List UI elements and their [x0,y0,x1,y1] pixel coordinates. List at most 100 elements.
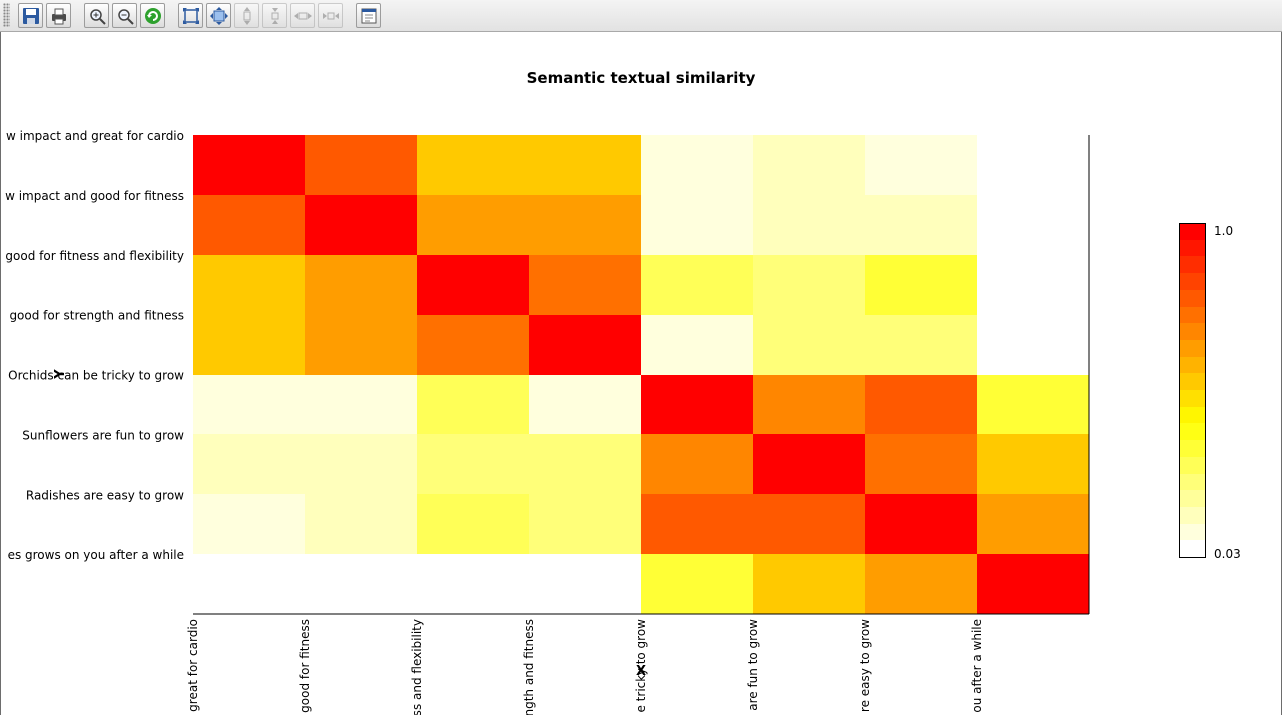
y-tick-label: Radishes are easy to grow [26,488,184,502]
y-tick-label: good for strength and fitness [9,309,184,323]
y-axis-label: Y [53,369,68,380]
heatmap-cells [193,135,1089,614]
heatmap-cell-r1-c5 [753,195,865,255]
heatmap-cell-r2-c0 [193,255,305,315]
toolbar-grip[interactable] [3,3,10,27]
heatmap-cell-r6-c7 [977,494,1089,554]
x-tick-label: e tricky to grow [634,619,648,713]
y-tick-labels: w impact and great for cardio w impact an… [5,129,184,562]
vertical-zoom-out-button[interactable] [262,3,287,28]
toolbar [0,0,1282,32]
legend-swatch [1179,524,1205,540]
save-icon [23,8,39,24]
heatmap-cell-r3-c4 [641,315,753,375]
heatmap-cell-r6-c2 [417,494,529,554]
heatmap-cell-r6-c6 [865,494,977,554]
heatmap-cell-r6-c4 [641,494,753,554]
reset-zoom-button[interactable] [140,3,165,28]
heatmap-cell-r7-c7 [977,554,1089,614]
chart-title: Semantic textual similarity [527,69,756,87]
heatmap-cell-r2-c6 [865,255,977,315]
zoom-out-button[interactable] [112,3,137,28]
heatmap-cell-r5-c5 [753,434,865,494]
y-tick-label: Orchids can be tricky to grow [8,369,184,383]
heatmap-cell-r1-c6 [865,195,977,255]
heatmap-cell-r1-c7 [977,195,1089,255]
y-tick-label: Sunflowers are fun to grow [22,428,184,442]
horizontal-zoom-out-button[interactable] [318,3,343,28]
legend-swatch [1179,256,1205,273]
heatmap-cell-r7-c1 [305,554,417,614]
heatmap-cell-r6-c3 [529,494,641,554]
legend-swatch [1179,240,1205,256]
heatmap-cell-r3-c0 [193,315,305,375]
print-icon [52,8,66,25]
heatmap-cell-r2-c3 [529,255,641,315]
heatmap-cell-r1-c2 [417,195,529,255]
heatmap-cell-r4-c4 [641,375,753,434]
print-button[interactable] [46,3,71,28]
heatmap-cell-r6-c1 [305,494,417,554]
horizontal-zoom-in-button[interactable] [290,3,315,28]
chart-properties-button[interactable] [356,3,381,28]
heatmap-cell-r1-c4 [641,195,753,255]
heatmap-cell-r0-c6 [865,135,977,195]
heatmap-cell-r2-c2 [417,255,529,315]
heatmap-cell-r2-c7 [977,255,1089,315]
fit-selection-button[interactable] [206,3,231,28]
zoom-out-icon [118,9,134,25]
heatmap-cell-r4-c2 [417,375,529,434]
vertical-zoom-in-icon [243,7,251,25]
heatmap-cell-r7-c3 [529,554,641,614]
zoom-in-icon [90,9,106,25]
heatmap-cell-r6-c0 [193,494,305,554]
legend-swatch [1179,407,1205,423]
heatmap-cell-r5-c1 [305,434,417,494]
legend-swatch [1179,273,1205,290]
x-tick-labels: great for cardio good for fitness ss and f… [186,619,984,715]
heatmap-cell-r2-c5 [753,255,865,315]
vertical-zoom-out-icon [271,8,279,24]
heatmap-cell-r7-c2 [417,554,529,614]
heatmap-cell-r3-c2 [417,315,529,375]
fit-selection-icon [210,7,228,25]
legend-swatch [1179,540,1205,557]
x-tick-label: ou after a while [970,619,984,713]
heatmap-cell-r5-c4 [641,434,753,494]
fit-all-button[interactable] [178,3,203,28]
y-tick-label: es grows on you after a while [8,548,184,562]
heatmap-cell-r4-c6 [865,375,977,434]
fit-all-icon [183,8,199,24]
heatmap-cell-r4-c1 [305,375,417,434]
legend-swatch [1179,507,1205,524]
save-button[interactable] [18,3,43,28]
heatmap-cell-r3-c5 [753,315,865,375]
zoom-in-button[interactable] [84,3,109,28]
heatmap-cell-r1-c0 [193,195,305,255]
legend-swatch [1179,290,1205,307]
heatmap-cell-r5-c3 [529,434,641,494]
heatmap-cell-r2-c1 [305,255,417,315]
x-tick-label: are fun to grow [746,619,760,711]
heatmap-cell-r5-c6 [865,434,977,494]
heatmap-cell-r1-c3 [529,195,641,255]
horizontal-zoom-in-icon [294,12,312,20]
heatmap-cell-r0-c1 [305,135,417,195]
reset-zoom-icon [145,8,161,24]
heatmap-cell-r0-c0 [193,135,305,195]
heatmap-cell-r6-c5 [753,494,865,554]
heatmap-cell-r4-c3 [529,375,641,434]
legend-max-label: 1.0 [1214,224,1233,238]
heatmap-cell-r4-c0 [193,375,305,434]
vertical-zoom-in-button[interactable] [234,3,259,28]
heatmap-chart: Semantic textual similarity w impact and… [5,69,1241,715]
x-tick-label: ngth and fitness [522,619,536,715]
heatmap-cell-r4-c7 [977,375,1089,434]
color-scale-legend [1179,223,1206,558]
heatmap-cell-r0-c2 [417,135,529,195]
x-tick-label: good for fitness [298,619,312,713]
legend-swatch [1179,307,1205,323]
heatmap-cell-r4-c5 [753,375,865,434]
y-tick-label: good for fitness and flexibility [5,249,184,263]
heatmap-cell-r0-c3 [529,135,641,195]
